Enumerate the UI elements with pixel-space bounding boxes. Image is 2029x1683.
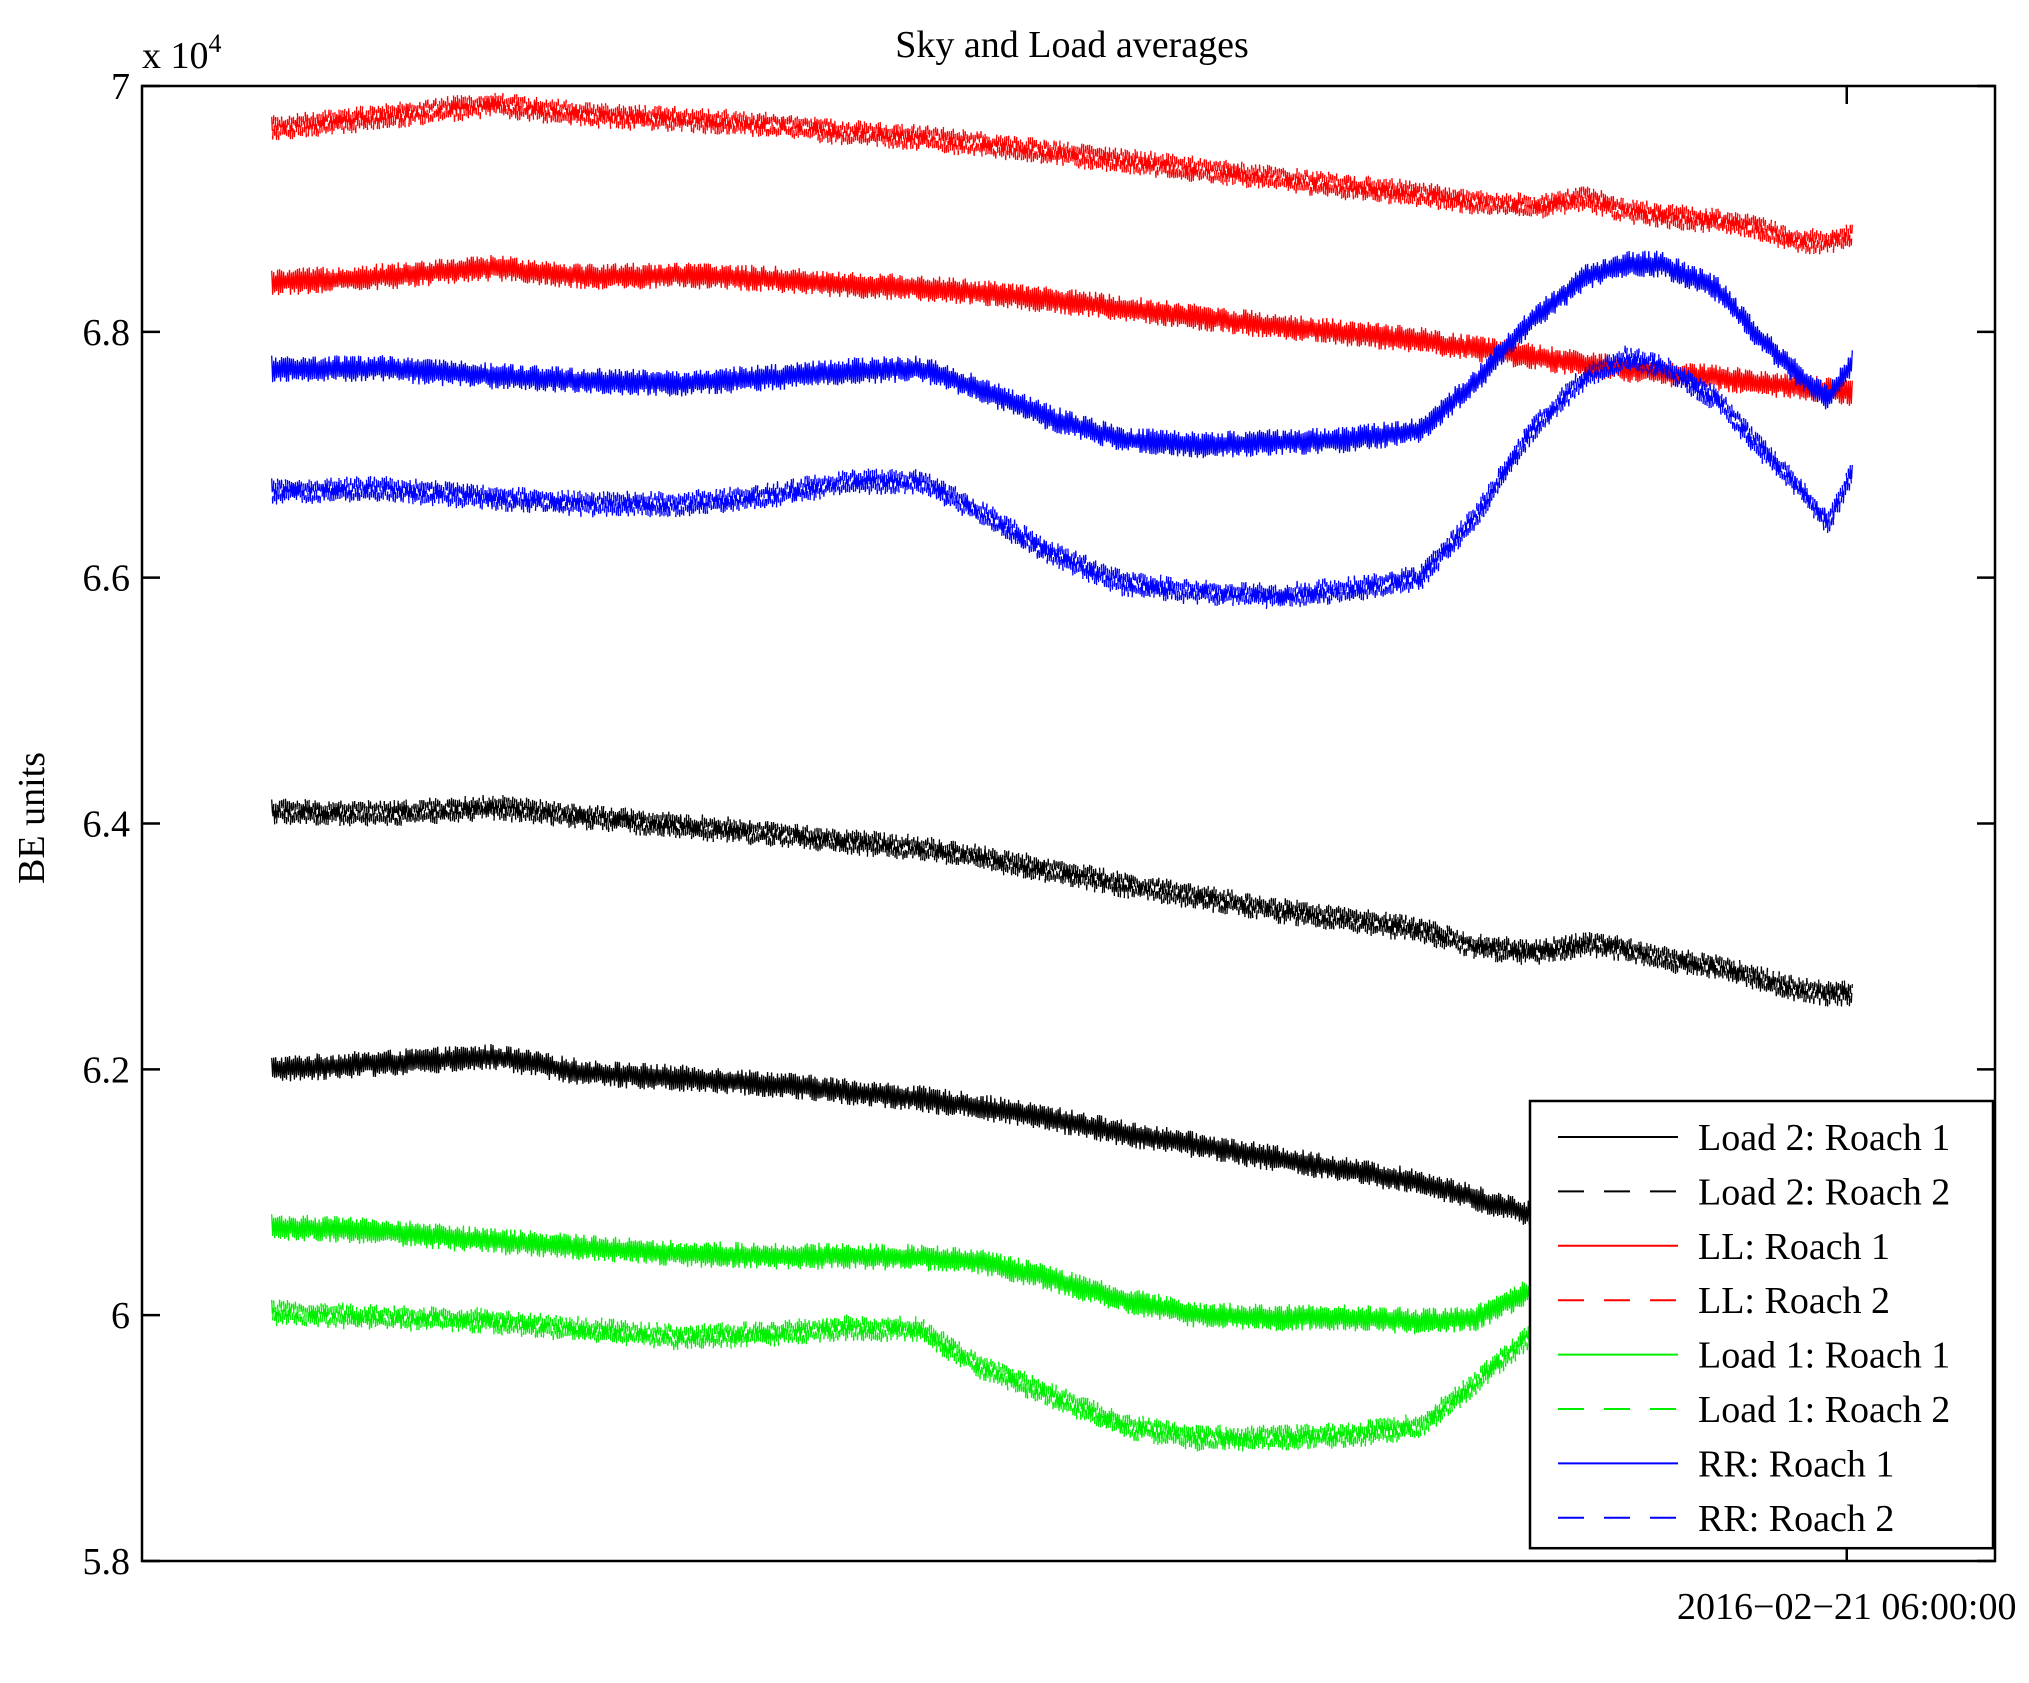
y-tick-label: 7 xyxy=(111,66,130,108)
x-tick-label: 2016−02−21 06:00:00 xyxy=(1677,1586,2016,1628)
y-axis-label: BE units xyxy=(11,752,53,884)
legend-label: Load 2: Roach 2 xyxy=(1698,1171,1950,1213)
y-tick-label: 6 xyxy=(111,1295,130,1337)
legend-label: Load 1: Roach 2 xyxy=(1698,1389,1950,1431)
legend-label: RR: Roach 1 xyxy=(1698,1443,1894,1485)
y-tick-label: 6.8 xyxy=(83,312,131,354)
legend: Load 2: Roach 1 Load 2: Roach 2 LL: Roach … xyxy=(1528,1099,1995,1550)
y-tick-label: 6.6 xyxy=(83,558,131,600)
series-line-rr-roach-2 xyxy=(271,345,1853,609)
y-multiplier-text: x 10 xyxy=(142,35,209,77)
chart-title: Sky and Load averages xyxy=(895,24,1249,66)
legend-box xyxy=(1528,1099,1995,1550)
y-exponent-label: x 104 xyxy=(142,29,222,77)
legend-label: RR: Roach 2 xyxy=(1698,1498,1894,1540)
series-line-ll-roach-2 xyxy=(271,92,1853,255)
legend-label: LL: Roach 1 xyxy=(1698,1226,1890,1268)
series-line-ll-roach-1 xyxy=(271,254,1853,406)
legend-label: LL: Roach 2 xyxy=(1698,1280,1890,1322)
y-exponent-text: 4 xyxy=(209,29,222,58)
series-line-rr-roach-1 xyxy=(271,250,1853,459)
series-line-load-2-roach-2 xyxy=(271,794,1853,1007)
legend-label: Load 2: Roach 1 xyxy=(1698,1117,1950,1159)
y-tick-label: 6.4 xyxy=(83,804,131,846)
ticks-layer: 5.8 6 6.2 6.4 6.6 6.8 7 xyxy=(83,66,1995,1583)
y-tick-label: 5.8 xyxy=(83,1541,131,1583)
y-tick-label: 6.2 xyxy=(83,1049,131,1091)
legend-label: Load 1: Roach 1 xyxy=(1698,1335,1950,1377)
